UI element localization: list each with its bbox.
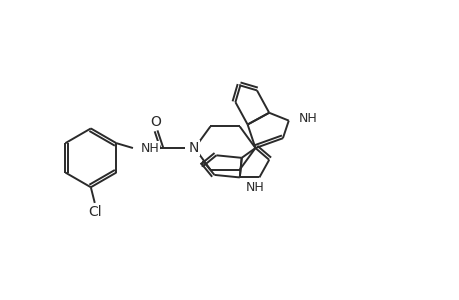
Text: NH: NH bbox=[298, 112, 317, 125]
Text: NH: NH bbox=[246, 181, 264, 194]
Text: N: N bbox=[188, 141, 199, 155]
Text: NH: NH bbox=[140, 142, 159, 154]
Text: Cl: Cl bbox=[88, 205, 101, 219]
Text: O: O bbox=[150, 115, 161, 129]
